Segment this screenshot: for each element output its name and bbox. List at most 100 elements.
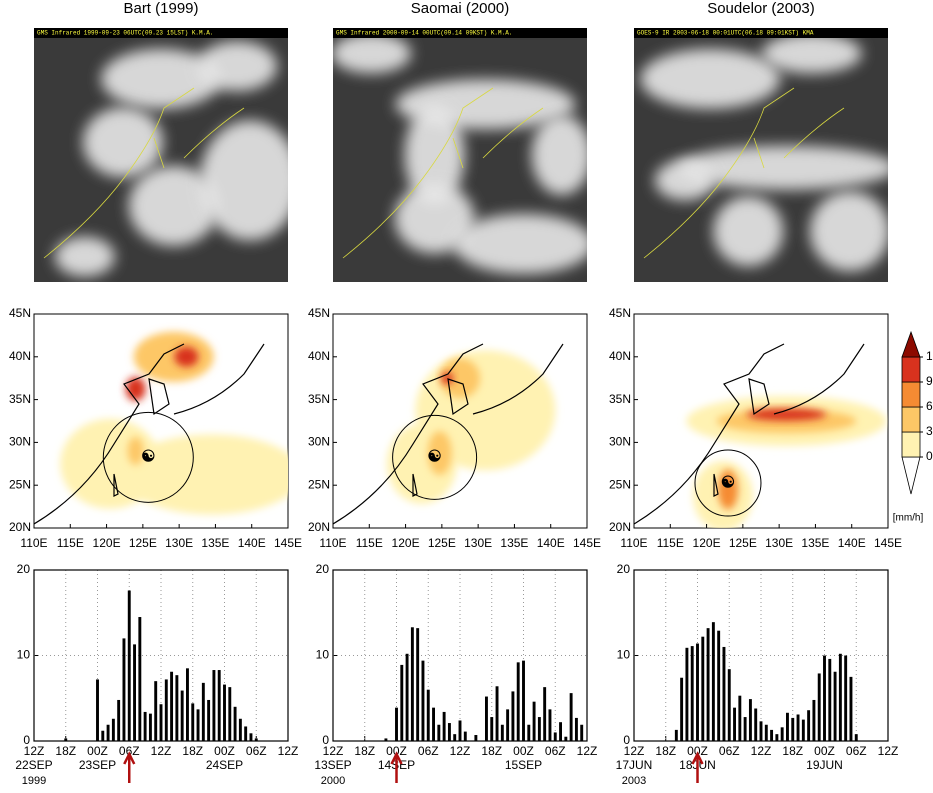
bar <box>553 732 557 741</box>
lon-tick-label: 115E <box>57 536 84 550</box>
cloud <box>654 160 715 201</box>
lon-tick-label: 125E <box>129 536 157 550</box>
rain-map: ☯ <box>332 313 588 529</box>
bar <box>101 730 105 741</box>
x-tick-label: 12Z <box>577 744 598 758</box>
image-caption: GMS Infrared 1999-09-23 06UTC(09.23 15LS… <box>37 30 213 37</box>
colorbar-segment <box>901 381 921 408</box>
bar <box>764 724 768 741</box>
y-tick-label: 20 <box>316 562 330 576</box>
bar <box>532 701 536 741</box>
cloud <box>199 120 288 241</box>
bar <box>828 658 832 741</box>
x-tick-label: 18Z <box>182 744 203 758</box>
panel-title: Soudelor (2003) <box>707 0 815 17</box>
y-tick-label: 20 <box>17 562 31 576</box>
cloud <box>676 145 888 190</box>
lat-tick-label: 40N <box>308 349 330 363</box>
colorbar-label: 6 <box>926 399 933 413</box>
lon-tick-label: 130E <box>165 536 193 550</box>
bar <box>711 622 715 741</box>
time-arrow <box>390 751 403 783</box>
x-tick-label: 12Z <box>624 744 645 758</box>
panel-title: Bart (1999) <box>123 0 198 17</box>
map-content: ☯ <box>34 331 288 525</box>
colorbar-segment <box>901 330 921 358</box>
bar <box>127 590 131 741</box>
bar <box>122 638 126 741</box>
bar <box>685 647 689 741</box>
cloud <box>197 41 278 92</box>
y-tick-label: 0 <box>623 733 630 747</box>
bar <box>96 679 99 741</box>
caption-band <box>34 28 288 38</box>
bar <box>844 655 848 741</box>
bar <box>706 628 710 741</box>
map-content: ☯ <box>634 343 887 528</box>
bar <box>148 713 152 741</box>
typhoon-region <box>392 414 478 500</box>
lat-tick-label: 20N <box>609 520 631 534</box>
bar <box>759 721 763 741</box>
cloud <box>54 236 115 277</box>
bar <box>780 727 784 741</box>
cloud <box>404 105 465 205</box>
bar <box>516 662 520 741</box>
rain-area <box>127 436 144 465</box>
bar <box>458 720 462 741</box>
bar <box>817 673 821 741</box>
lon-tick-label: 120E <box>693 536 721 550</box>
x-tick-label: 12Z <box>878 744 899 758</box>
lon-tick-label: 145E <box>274 536 302 550</box>
bar <box>405 653 409 741</box>
bar <box>442 711 446 741</box>
rain-area <box>427 431 452 476</box>
rain-area <box>125 376 146 401</box>
coastline <box>333 343 564 525</box>
y-tick-label: 10 <box>17 648 31 662</box>
date-label: 19JUN <box>806 758 843 772</box>
x-tick-label: 18Z <box>55 744 76 758</box>
bar <box>543 687 547 741</box>
axis-frame <box>332 569 588 742</box>
x-tick-label: 12Z <box>751 744 772 758</box>
bar <box>217 670 221 741</box>
bar <box>500 724 504 741</box>
bar <box>133 644 136 741</box>
x-tick-label: 06Z <box>545 744 566 758</box>
image-caption: GMS Infrared 2000-09-14 00UTC(09.14 09KS… <box>336 30 512 37</box>
bar <box>823 655 826 741</box>
rain-area <box>121 434 288 515</box>
x-tick-label: 00Z <box>513 744 534 758</box>
coastline <box>643 87 845 259</box>
bar <box>838 653 842 741</box>
lon-tick-label: 145E <box>874 536 902 550</box>
lon-tick-label: 125E <box>729 536 757 550</box>
lon-tick-label: 135E <box>201 536 229 550</box>
lon-tick-label: 140E <box>537 536 565 550</box>
bar <box>696 643 699 741</box>
bar <box>111 718 115 741</box>
bar <box>180 690 184 741</box>
cloud <box>394 183 475 254</box>
lat-tick-label: 35N <box>609 392 631 406</box>
time-arrow <box>691 751 704 783</box>
bar <box>238 718 242 741</box>
bar <box>537 717 541 741</box>
y-tick-label: 10 <box>617 648 631 662</box>
caption-band <box>634 28 888 38</box>
lon-tick-label: 140E <box>238 536 266 550</box>
bar <box>807 710 811 741</box>
bar <box>228 687 232 741</box>
caption-band <box>333 28 587 38</box>
x-tick-label: 00Z <box>386 744 407 758</box>
lat-tick-label: 40N <box>9 349 31 363</box>
cloud <box>531 115 587 195</box>
rain-area <box>717 469 738 510</box>
bar <box>733 707 736 741</box>
bar <box>574 717 578 741</box>
bar <box>395 707 398 741</box>
lon-tick-label: 110E <box>20 536 47 550</box>
date-label: 17JUN <box>616 758 653 772</box>
bar <box>64 738 68 741</box>
